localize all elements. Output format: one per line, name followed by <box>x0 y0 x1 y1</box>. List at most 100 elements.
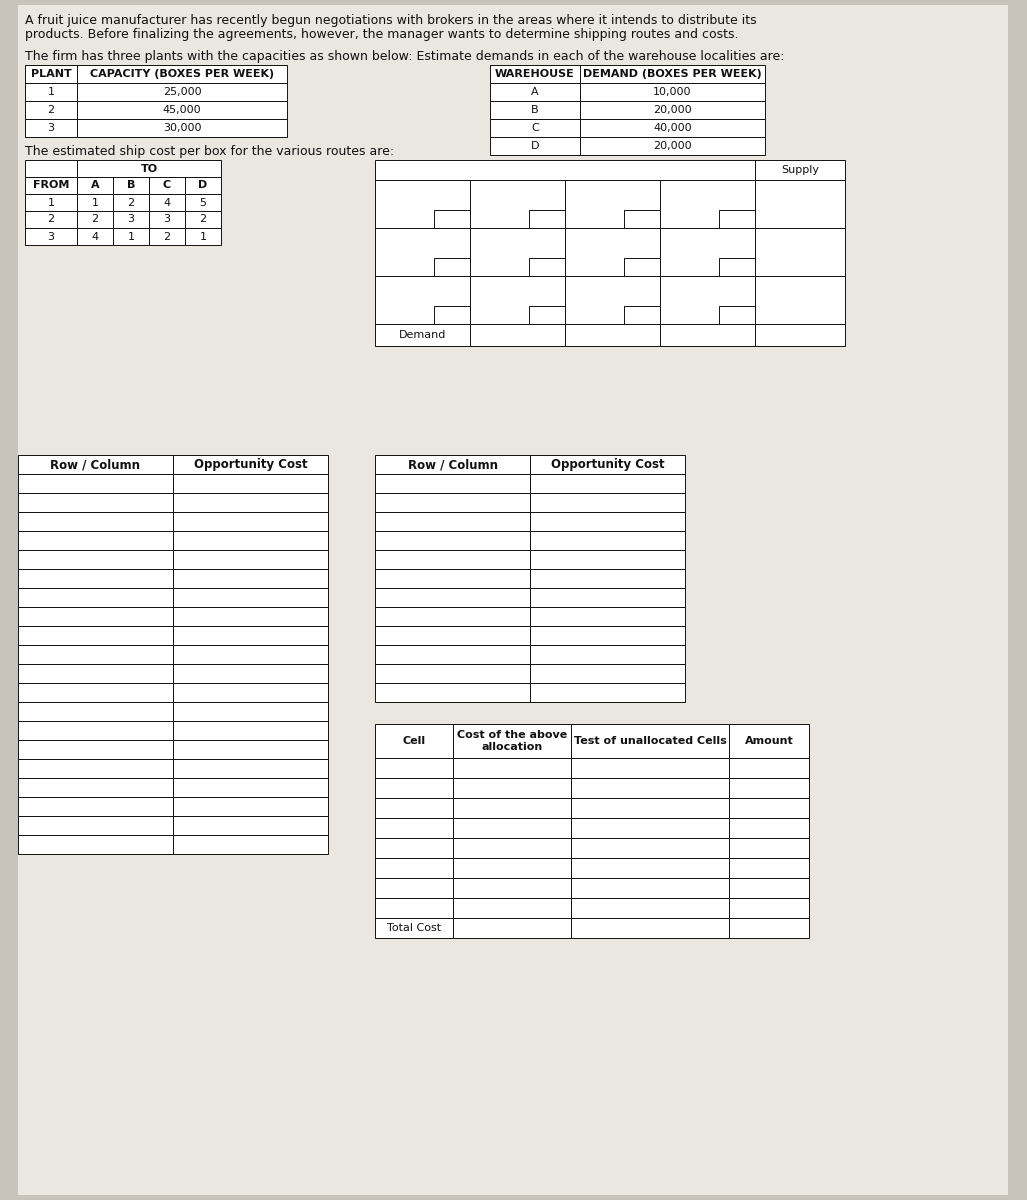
Text: 20,000: 20,000 <box>653 104 692 115</box>
Bar <box>434 210 470 228</box>
Bar <box>375 512 530 530</box>
Bar <box>660 180 755 228</box>
Bar <box>18 569 173 588</box>
Text: FROM: FROM <box>33 180 69 191</box>
Bar <box>375 550 530 569</box>
Bar <box>113 228 149 245</box>
Bar <box>755 180 845 228</box>
Text: products. Before finalizing the agreements, however, the manager wants to determ: products. Before finalizing the agreemen… <box>25 28 738 41</box>
Text: Supply: Supply <box>781 164 819 175</box>
Bar <box>571 758 729 778</box>
Bar <box>185 228 221 245</box>
Bar <box>565 228 660 276</box>
Text: 40,000: 40,000 <box>653 122 692 133</box>
Bar <box>375 588 530 607</box>
Text: B: B <box>531 104 539 115</box>
Bar <box>375 838 453 858</box>
Text: A fruit juice manufacturer has recently begun negotiations with brokers in the a: A fruit juice manufacturer has recently … <box>25 14 757 26</box>
Bar <box>173 512 328 530</box>
Bar <box>729 798 809 818</box>
Bar <box>25 211 77 228</box>
Bar <box>453 758 571 778</box>
Bar <box>580 83 765 101</box>
Text: 10,000: 10,000 <box>653 86 692 97</box>
Bar <box>624 306 660 324</box>
Bar <box>624 210 660 228</box>
Bar <box>571 818 729 838</box>
Bar <box>530 512 685 530</box>
Bar <box>729 778 809 798</box>
Bar <box>490 137 580 155</box>
Bar <box>25 160 77 176</box>
Bar <box>719 306 755 324</box>
Text: The firm has three plants with the capacities as shown below: Estimate demands i: The firm has three plants with the capac… <box>25 50 785 62</box>
Bar <box>755 324 845 346</box>
Bar <box>729 898 809 918</box>
Bar <box>173 758 328 778</box>
Bar <box>529 306 565 324</box>
Bar <box>470 228 565 276</box>
Bar <box>580 137 765 155</box>
Bar <box>530 664 685 683</box>
Bar <box>173 569 328 588</box>
Bar <box>375 455 530 474</box>
Bar <box>149 194 185 211</box>
Text: Row / Column: Row / Column <box>408 458 497 470</box>
Bar <box>173 646 328 664</box>
Bar <box>530 646 685 664</box>
Text: 2: 2 <box>47 215 54 224</box>
Bar <box>571 798 729 818</box>
Bar <box>490 119 580 137</box>
Bar <box>375 530 530 550</box>
Bar <box>434 306 470 324</box>
Bar <box>490 65 580 83</box>
Bar <box>530 493 685 512</box>
Text: Row / Column: Row / Column <box>50 458 141 470</box>
Bar <box>77 194 113 211</box>
Bar <box>18 455 173 474</box>
Bar <box>453 838 571 858</box>
Bar <box>719 258 755 276</box>
Bar <box>375 778 453 798</box>
Text: C: C <box>531 122 539 133</box>
Bar <box>18 493 173 512</box>
Bar <box>173 683 328 702</box>
Bar <box>25 65 77 83</box>
Bar <box>18 758 173 778</box>
Bar <box>25 194 77 211</box>
Bar <box>729 758 809 778</box>
Bar <box>18 626 173 646</box>
Bar <box>18 530 173 550</box>
Bar <box>529 258 565 276</box>
Bar <box>18 474 173 493</box>
Bar <box>77 160 221 176</box>
Bar <box>173 835 328 854</box>
Text: Amount: Amount <box>745 736 794 746</box>
Text: 1: 1 <box>199 232 206 241</box>
Bar <box>77 119 287 137</box>
Bar <box>571 918 729 938</box>
Bar <box>729 818 809 838</box>
Text: B: B <box>126 180 136 191</box>
Text: DEMAND (BOXES PER WEEK): DEMAND (BOXES PER WEEK) <box>583 68 762 79</box>
Text: 2: 2 <box>199 215 206 224</box>
Text: 20,000: 20,000 <box>653 140 692 151</box>
Text: Opportunity Cost: Opportunity Cost <box>550 458 664 470</box>
Bar <box>173 474 328 493</box>
Bar <box>77 65 287 83</box>
Bar <box>173 530 328 550</box>
Text: 3: 3 <box>47 232 54 241</box>
Bar <box>565 324 660 346</box>
Bar <box>571 778 729 798</box>
Bar <box>18 607 173 626</box>
Bar <box>375 324 470 346</box>
Bar <box>660 228 755 276</box>
Text: 2: 2 <box>127 198 135 208</box>
Text: D: D <box>531 140 539 151</box>
Bar <box>530 455 685 474</box>
Bar <box>173 702 328 721</box>
Text: 1: 1 <box>47 198 54 208</box>
Bar <box>149 211 185 228</box>
Bar <box>490 101 580 119</box>
Bar <box>375 646 530 664</box>
